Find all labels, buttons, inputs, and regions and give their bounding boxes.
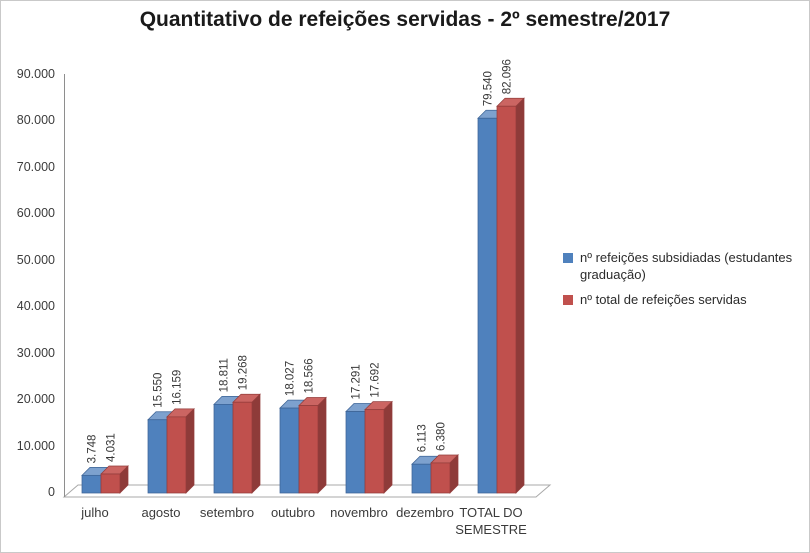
x-axis-category-label: setembro (199, 505, 255, 520)
bar-value-label: 19.268 (238, 355, 250, 390)
y-axis-tick-label: 20.000 (16, 392, 55, 406)
legend-item-total: nº total de refeições servidas (563, 292, 807, 309)
x-axis-category-label: julho (81, 505, 109, 520)
legend-item-subsidiadas: nº refeições subsidiadas (estudantes gra… (563, 250, 807, 283)
bar-subsidiadas-4 (345, 411, 366, 494)
y-axis-tick-label: 90.000 (16, 66, 55, 81)
bar-total-2-side (251, 393, 261, 494)
bar-value-label: 4.031 (106, 433, 118, 462)
bar-subsidiadas-5 (411, 463, 432, 494)
x-axis-category-label: dezembro (396, 505, 454, 520)
legend-label-subsidiadas: nº refeições subsidiadas (estudantes gra… (580, 250, 793, 282)
bar-value-label: 15.550 (153, 373, 165, 408)
bar-value-label: 17.692 (370, 362, 382, 397)
bar-total-4 (364, 409, 385, 494)
y-axis-tick-label: 80.000 (16, 113, 55, 127)
y-axis-tick-label: 30.000 (16, 345, 55, 360)
bar-value-label: 18.566 (304, 358, 316, 393)
bar-value-label: 17.291 (351, 364, 363, 399)
bar-total-0 (100, 473, 121, 494)
legend-swatch-total-icon (563, 295, 573, 305)
bar-total-1-side (185, 407, 195, 494)
bar-subsidiadas-1 (147, 419, 168, 494)
chart-title: Quantitativo de refeições servidas - 2º … (139, 8, 671, 31)
bar-total-6 (496, 105, 517, 494)
bar-value-label: 3.748 (87, 435, 99, 464)
x-axis-category-label: novembro (330, 505, 388, 520)
bar-total-3 (298, 405, 319, 494)
bar-value-label: 6.380 (436, 422, 448, 451)
y-axis-tick-label: 60.000 (16, 206, 55, 220)
bar-value-label: 18.811 (219, 358, 231, 392)
bar-value-label: 79.540 (483, 71, 495, 106)
bar-value-label: 82.096 (502, 59, 514, 94)
bar-total-3-side (317, 396, 327, 494)
x-axis-category-label: outubro (270, 505, 316, 520)
bar-total-5 (430, 462, 451, 494)
legend: nº refeições subsidiadas (estudantes gra… (563, 250, 807, 318)
bar-subsidiadas-3 (279, 407, 300, 494)
bar-value-label: 6.113 (417, 424, 429, 452)
y-axis-tick-label: 50.000 (16, 252, 55, 267)
y-axis-tick-label: 70.000 (16, 159, 55, 174)
bar-value-label: 18.027 (285, 361, 297, 396)
bar-subsidiadas-0 (81, 474, 102, 494)
bar-subsidiadas-6 (477, 117, 498, 494)
y-axis-tick-label: 0 (48, 485, 55, 499)
bar-total-6-side (515, 97, 525, 494)
bar-total-4-side (383, 400, 393, 494)
legend-label-total: nº total de refeições servidas (580, 292, 747, 307)
bar-subsidiadas-2 (213, 404, 234, 494)
legend-swatch-subsidiadas-icon (563, 253, 573, 263)
bar-total-1 (166, 416, 187, 494)
y-axis-tick-label: 40.000 (16, 299, 55, 313)
bar-total-2 (232, 401, 253, 494)
y-axis-tick-label: 10.000 (16, 438, 55, 453)
x-axis-category-label: TOTAL DO SEMESTRE (455, 505, 527, 537)
bar-value-label: 16.159 (172, 370, 184, 405)
x-axis-category-label: agosto (141, 505, 181, 520)
